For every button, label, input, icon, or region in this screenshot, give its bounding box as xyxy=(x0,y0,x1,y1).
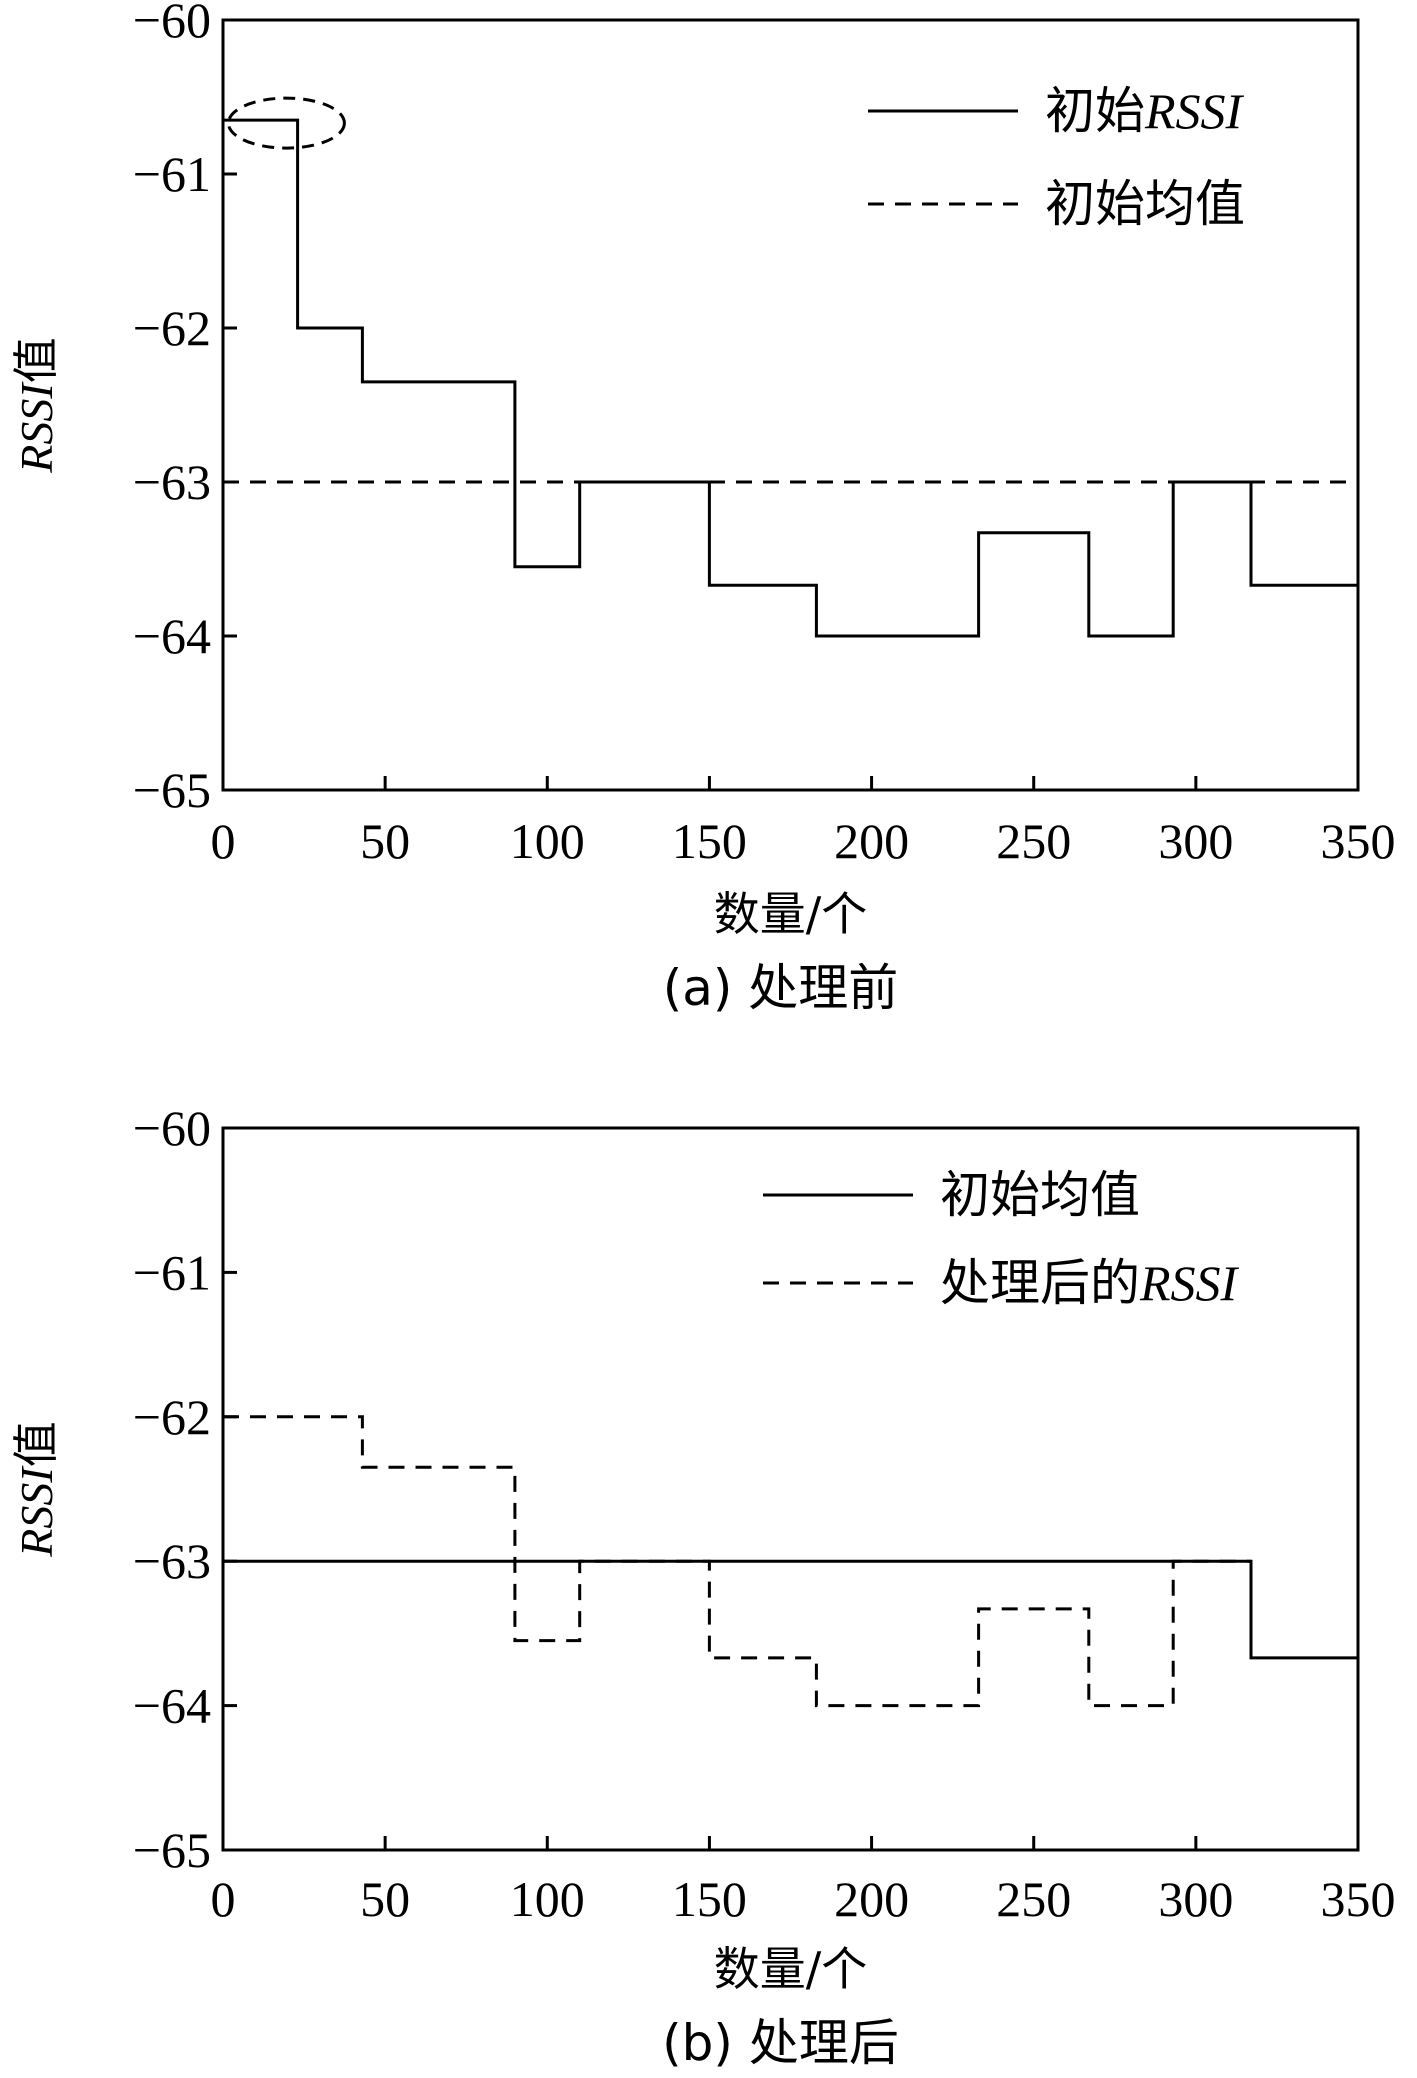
x-tick-label: 50 xyxy=(360,813,410,869)
series-line-0 xyxy=(223,1559,1358,1660)
chart-caption: (a) 处理前 xyxy=(663,959,899,1017)
x-tick-label: 0 xyxy=(211,1871,236,1927)
y-tick-label: −65 xyxy=(133,762,211,818)
x-tick-label: 200 xyxy=(834,813,909,869)
x-axis-label: 数量/个 xyxy=(714,887,868,941)
legend-label: 处理后的RSSI xyxy=(940,1254,1240,1312)
legend-label: 初始RSSI xyxy=(1045,82,1245,140)
y-tick-label: −64 xyxy=(133,608,211,664)
chart-a: 0 50 100 150 200 250 300 350 −60 −61 −62 −63 −64 −65 数… xyxy=(9,0,1396,1017)
y-tick-label: −63 xyxy=(133,1533,211,1589)
x-tick-label: 150 xyxy=(672,1871,747,1927)
x-tick-label: 300 xyxy=(1158,1871,1233,1927)
y-tick-label: −64 xyxy=(133,1678,211,1734)
y-tick-label: −65 xyxy=(133,1822,211,1878)
plot-frame xyxy=(221,1126,1360,1852)
y-tick-label: −61 xyxy=(133,146,211,202)
plot-frame xyxy=(221,18,1360,792)
legend-label-text: 初始 xyxy=(1045,82,1145,140)
y-axis-label-suffix: 值 xyxy=(9,337,63,383)
x-tick-label: 150 xyxy=(672,813,747,869)
y-axis-label: RSSI值 xyxy=(9,1421,63,1557)
x-axis-label: 数量/个 xyxy=(714,1942,868,1996)
x-tick-label: 100 xyxy=(510,1871,585,1927)
legend-label-italic: RSSI xyxy=(1139,1255,1240,1311)
y-tick-label: −62 xyxy=(133,300,211,356)
x-tick-label: 50 xyxy=(360,1871,410,1927)
x-tick-label: 300 xyxy=(1158,813,1233,869)
y-tick-label: −62 xyxy=(133,1389,211,1445)
legend-label-text: 处理后的 xyxy=(940,1254,1140,1312)
x-tick-label: 350 xyxy=(1321,1871,1396,1927)
y-tick-label: −60 xyxy=(133,1100,211,1156)
y-axis-label: RSSI值 xyxy=(9,337,63,473)
y-tick-label: −60 xyxy=(133,0,211,48)
y-tick-label: −63 xyxy=(133,454,211,510)
series-line-0 xyxy=(223,118,1358,638)
x-tick-label: 250 xyxy=(996,1871,1071,1927)
highlight-ellipse xyxy=(226,96,346,150)
legend-label-text: 初始均值 xyxy=(1045,175,1245,233)
y-axis-label-suffix: 值 xyxy=(9,1421,63,1467)
legend-label: 初始均值 xyxy=(940,1166,1140,1224)
legend-label-italic: RSSI xyxy=(1144,83,1245,139)
chart-caption: (b) 处理后 xyxy=(662,2014,899,2072)
x-tick-label: 100 xyxy=(510,813,585,869)
legend-label-text: 初始均值 xyxy=(940,1166,1140,1224)
chart-b: 0 50 100 150 200 250 300 350 −60 −61 −62 −63 −64 −65 数… xyxy=(9,1100,1396,2072)
legend-label: 初始均值 xyxy=(1045,175,1245,233)
series-line-1 xyxy=(223,1415,1251,1708)
y-axis-label-italic: RSSI xyxy=(11,1465,62,1558)
y-axis-label-italic: RSSI xyxy=(11,381,62,474)
x-tick-label: 350 xyxy=(1321,813,1396,869)
x-tick-label: 0 xyxy=(211,813,236,869)
x-tick-label: 200 xyxy=(834,1871,909,1927)
y-tick-label: −61 xyxy=(133,1244,211,1300)
x-tick-label: 250 xyxy=(996,813,1071,869)
